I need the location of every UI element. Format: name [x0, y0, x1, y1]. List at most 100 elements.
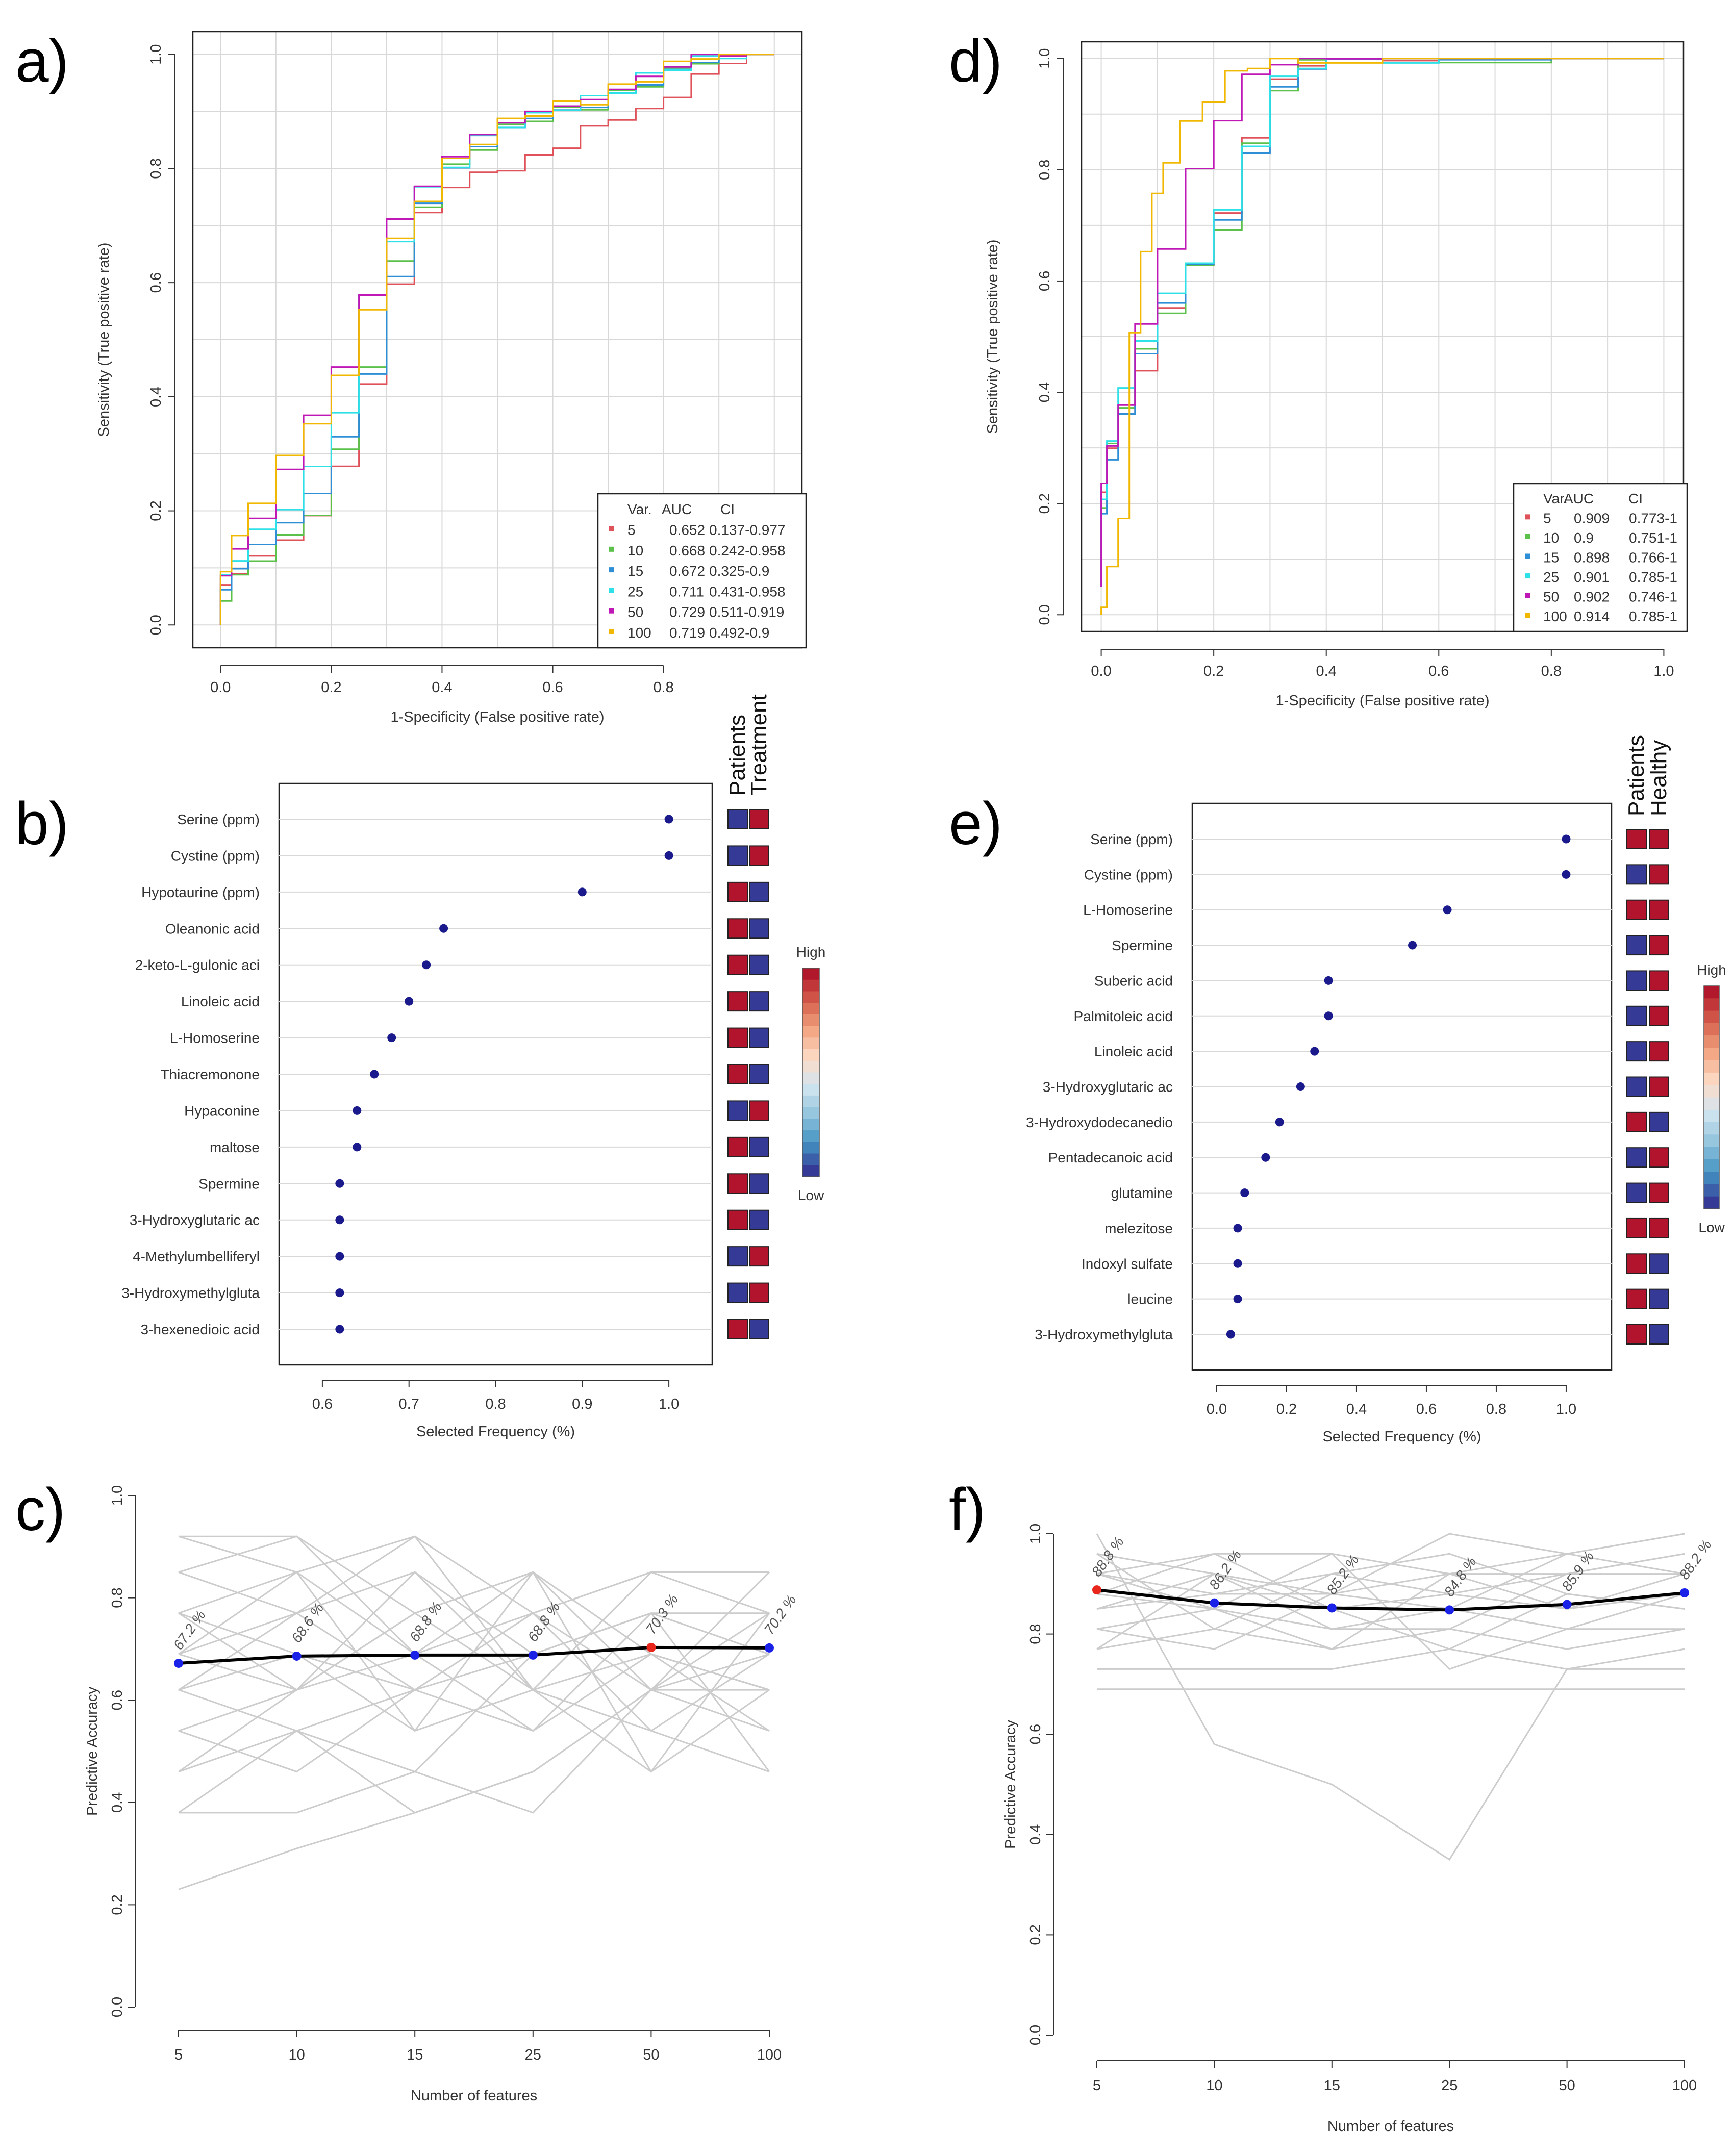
- mean-point: [646, 1642, 656, 1652]
- mean-point: [1327, 1603, 1337, 1613]
- feature-label: Oleanonic acid: [165, 921, 260, 936]
- heat-cell-high: [727, 918, 748, 939]
- legend-swatch-50: [1525, 593, 1530, 598]
- heat-cell-low: [749, 1319, 769, 1339]
- legend-ci: 0.242-0.958: [709, 543, 785, 559]
- x-tick-label: 0.8: [485, 1396, 506, 1412]
- x-tick-label: 0.6: [312, 1396, 333, 1412]
- heat-cell-low: [749, 918, 769, 939]
- legend-ci: 0.785-1: [1629, 608, 1677, 624]
- mean-point: [292, 1651, 302, 1661]
- y-tick-label: 0.4: [1027, 1824, 1044, 1845]
- cv-run-line: [1096, 1573, 1685, 1650]
- legend-var: 10: [1543, 530, 1559, 546]
- legend-auc: 0.909: [1574, 510, 1610, 526]
- feature-dot: [1240, 1188, 1249, 1198]
- x-tick-label: 100: [1672, 2077, 1697, 2094]
- colorbar-step: [802, 1014, 819, 1027]
- legend-ci: 0.773-1: [1629, 510, 1677, 526]
- heat-cell-high: [727, 1027, 748, 1048]
- cv-run-line: [1096, 1593, 1685, 1630]
- heat-cell-high: [727, 1064, 748, 1084]
- heat-cell-low: [727, 1282, 748, 1303]
- y-axis-label: Predictive Accuracy: [84, 1686, 101, 1816]
- feature-dot: [1310, 1047, 1319, 1056]
- x-axis-label: Selected Frequency (%): [416, 1424, 575, 1440]
- x-tick-label: 0.4: [1316, 663, 1337, 679]
- y-tick-label: 0.8: [109, 1587, 125, 1608]
- colorbar-frame: [1703, 985, 1720, 1209]
- heat-cell-low: [749, 1173, 769, 1194]
- cv-run-line: [179, 1653, 770, 1814]
- legend-auc: 0.652: [669, 522, 705, 538]
- x-tick-label: 0.2: [1203, 663, 1224, 679]
- x-tick-label: 0.8: [1541, 663, 1562, 679]
- x-tick-label: 0.6: [1416, 1401, 1437, 1417]
- feature-label: Pentadecanoic acid: [1048, 1150, 1173, 1165]
- heat-cell-low: [1626, 1076, 1647, 1097]
- heat-cell-high: [1649, 935, 1669, 956]
- mean-point: [410, 1650, 420, 1660]
- y-tick-label: 0.8: [1037, 160, 1053, 180]
- colorbar-step: [802, 968, 819, 980]
- legend-ci: 0.511-0.919: [709, 604, 784, 620]
- cv-run-line: [178, 1612, 770, 1773]
- heat-cell-low: [749, 1209, 769, 1230]
- cv-run-line: [178, 1571, 770, 1732]
- feature-label: melezitose: [1104, 1221, 1173, 1236]
- feature-label: Thiacremonone: [160, 1067, 260, 1082]
- legend-var: 5: [1543, 510, 1551, 526]
- legend-ci: 0.785-1: [1629, 569, 1677, 585]
- legend-ci: 0.325-0.9: [709, 563, 769, 579]
- heat-cell-high: [1626, 1217, 1647, 1238]
- x-tick-label: 0.6: [542, 679, 563, 696]
- x-tick-label: 5: [174, 2047, 183, 2063]
- x-axis-label: 1-Specificity (False positive rate): [390, 709, 604, 725]
- panel-label-d: d): [949, 28, 1002, 95]
- legend-var: 15: [1543, 550, 1559, 566]
- heat-cell-high: [727, 1209, 748, 1230]
- heat-cell-low: [1649, 1111, 1669, 1132]
- feature-label: L-Homoserine: [1083, 902, 1173, 918]
- legend-var: 50: [627, 604, 643, 620]
- legend-var: 25: [1543, 569, 1559, 585]
- cv-run-line: [178, 1612, 769, 1691]
- feature-dot: [405, 997, 414, 1006]
- legend-ci: 0.137-0.977: [709, 522, 785, 538]
- x-axis-label: 1-Specificity (False positive rate): [1275, 693, 1489, 709]
- x-tick-label: 25: [1441, 2077, 1458, 2094]
- heat-cell-low: [727, 845, 748, 866]
- y-tick-label: 0.6: [1027, 1724, 1044, 1744]
- colorbar-step: [802, 1003, 819, 1015]
- cv-run-line: [178, 1571, 770, 1732]
- feature-label: Cystine (ppm): [1084, 867, 1173, 882]
- feature-label: Palmitoleic acid: [1073, 1008, 1173, 1024]
- roc-series-100: [1100, 58, 1664, 615]
- colorbar-step: [802, 1037, 819, 1050]
- legend-swatch-100: [1525, 613, 1530, 618]
- feature-dot: [1562, 870, 1571, 879]
- colorbar-low-label: Low: [1698, 1220, 1725, 1235]
- heat-cell-low: [1626, 1147, 1647, 1168]
- feature-label: glutamine: [1111, 1185, 1173, 1201]
- colorbar-step: [802, 1026, 819, 1038]
- heat-cell-high: [1649, 829, 1669, 849]
- x-axis-label: Number of features: [1327, 2118, 1454, 2135]
- x-tick-label: 1.0: [1556, 1401, 1576, 1417]
- legend-swatch-5: [1525, 514, 1530, 520]
- x-tick-label: 50: [643, 2047, 659, 2063]
- feature-dot: [1226, 1330, 1235, 1339]
- colorbar-step: [802, 1165, 819, 1177]
- feature-dot: [422, 960, 431, 970]
- heat-cell-high: [749, 809, 769, 829]
- panel-label-b: b): [15, 790, 69, 857]
- legend-ci: 0.766-1: [1629, 550, 1677, 566]
- feature-dot: [1233, 1224, 1242, 1233]
- y-tick-label: 1.0: [148, 44, 164, 65]
- panel-label-f: f): [949, 1476, 986, 1543]
- feature-dot: [1296, 1082, 1305, 1091]
- colorbar-step: [802, 1072, 819, 1084]
- heat-cell-low: [749, 881, 769, 902]
